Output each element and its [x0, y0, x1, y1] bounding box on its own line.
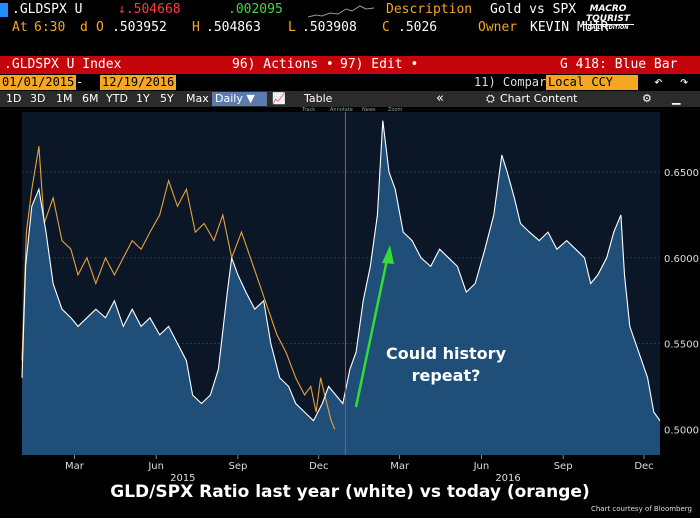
edit-menu[interactable]: 97) Edit •	[340, 57, 419, 72]
undo-icon[interactable]: ↶	[654, 74, 663, 90]
macro-tourist-logo: MACRO TOURIST DAILY EDITION	[582, 4, 634, 36]
settings-icon[interactable]: ⚙	[642, 92, 652, 105]
quote-header-row2: At 6:30 d O .503952 H .504863 L .503908 …	[0, 20, 700, 38]
period-5y[interactable]: 5Y	[160, 92, 174, 105]
x-tick-label: Sep	[554, 461, 573, 472]
mini-tab-annotate: Annotate	[330, 107, 353, 113]
actions-menu[interactable]: 96) Actions •	[232, 57, 334, 72]
mini-tab-news: News	[362, 107, 376, 113]
period-3d[interactable]: 3D	[30, 92, 46, 105]
white-series-area	[22, 120, 660, 455]
orange-series-line	[21, 146, 336, 430]
low-label: L	[288, 20, 296, 35]
chart-content-icon[interactable]: ⛭	[486, 92, 495, 105]
collapse-icon[interactable]: «	[436, 91, 444, 106]
x-tick-label: Mar	[390, 461, 410, 472]
year-label: 2015	[170, 473, 195, 482]
ticker-marker	[0, 3, 8, 17]
last-price: ↓.504668	[118, 2, 181, 17]
template-ref: G 418: Blue Bar	[560, 57, 678, 72]
frequency-select[interactable]: Daily ▼	[212, 92, 267, 106]
redo-icon[interactable]: ↷	[680, 74, 689, 90]
period-1m[interactable]: 1M	[56, 92, 73, 105]
annotation-arrow-shaft	[354, 254, 390, 408]
quote-header-row1: .GLDSPX U ↓.504668 .002095 Description G…	[0, 2, 700, 20]
annotation-line2: repeat?	[412, 366, 481, 385]
close-value: .5026	[398, 20, 438, 35]
x-tick-label: Sep	[228, 461, 247, 472]
chart-credit: Chart courtesy of Bloomberg	[590, 505, 692, 513]
start-date-input[interactable]: 01/01/2015	[0, 75, 77, 90]
open-value: .503952	[112, 20, 167, 35]
y-tick-label: 0.6500	[664, 168, 699, 179]
sparkline-icon	[308, 5, 375, 18]
line-chart-icon[interactable]: 📈	[272, 92, 286, 105]
ticker: .GLDSPX U	[12, 2, 83, 17]
x-tick-label: Dec	[309, 461, 328, 472]
year-label: 2016	[495, 473, 520, 482]
logo-line1: MACRO	[589, 4, 627, 14]
end-date-input[interactable]: 12/19/2016	[100, 75, 177, 90]
logo-line2: TOURIST	[586, 14, 630, 24]
d-label: d	[80, 20, 88, 35]
currency-select[interactable]: Local CCY	[546, 75, 638, 90]
chart-caption: GLD/SPX Ratio last year (white) vs today…	[110, 482, 590, 502]
close-label: C	[382, 20, 390, 35]
owner-label: Owner	[478, 20, 518, 35]
x-tick-label: Mar	[65, 461, 85, 472]
x-tick-label: Jun	[473, 461, 490, 472]
annotation-arrow-head	[382, 245, 394, 264]
y-tick-label: 0.5000	[664, 425, 699, 436]
date-bar: 01/01/2015 - 12/19/2016 11) Compare Loca…	[0, 74, 700, 91]
annotation-line1: Could history	[386, 344, 507, 363]
period-bar: 1D 3D 1M 6M YTD 1Y 5Y Max Daily ▼ 📈 Tabl…	[0, 91, 700, 107]
x-tick-label: Jun	[147, 461, 164, 472]
at-time: 6:30	[34, 20, 66, 35]
low-value: .503908	[302, 20, 357, 35]
high-label: H	[192, 20, 200, 35]
period-1y[interactable]: 1Y	[136, 92, 150, 105]
ratio-chart[interactable]: Track Annotate News Zoom 0.6500 0.6000 0.5500 0…	[0, 107, 700, 482]
security-index[interactable]: .GLDSPX U Index	[4, 57, 122, 72]
compare-button[interactable]: 11) Compare	[474, 75, 554, 89]
at-label: At	[12, 20, 28, 35]
menu-bar: .GLDSPX U Index 96) Actions • 97) Edit •…	[0, 56, 700, 74]
period-max[interactable]: Max	[186, 92, 209, 105]
logo-line3: DAILY EDITION	[582, 24, 634, 32]
mini-tab-track: Track	[301, 107, 315, 113]
y-tick-label: 0.6000	[664, 254, 699, 265]
y-tick-label: 0.5500	[664, 340, 699, 351]
chart-content-button[interactable]: Chart Content	[500, 92, 578, 105]
date-separator-icon: -	[76, 75, 84, 89]
x-tick-label: Dec	[634, 461, 653, 472]
period-1d[interactable]: 1D	[6, 92, 22, 105]
open-label: O	[96, 20, 104, 35]
white-series-line	[21, 120, 661, 422]
period-6m[interactable]: 6M	[82, 92, 99, 105]
period-ytd[interactable]: YTD	[106, 92, 128, 105]
description: Gold vs SPX	[490, 2, 577, 17]
owner: KEVIN MUIR	[530, 20, 609, 35]
minimize-icon[interactable]: ▁	[672, 92, 681, 105]
mini-tab-zoom: Zoom	[388, 107, 403, 113]
high-value: .504863	[206, 20, 261, 35]
description-label: Description	[386, 2, 473, 17]
price-change: .002095	[228, 2, 283, 17]
table-button[interactable]: Table	[304, 92, 333, 105]
